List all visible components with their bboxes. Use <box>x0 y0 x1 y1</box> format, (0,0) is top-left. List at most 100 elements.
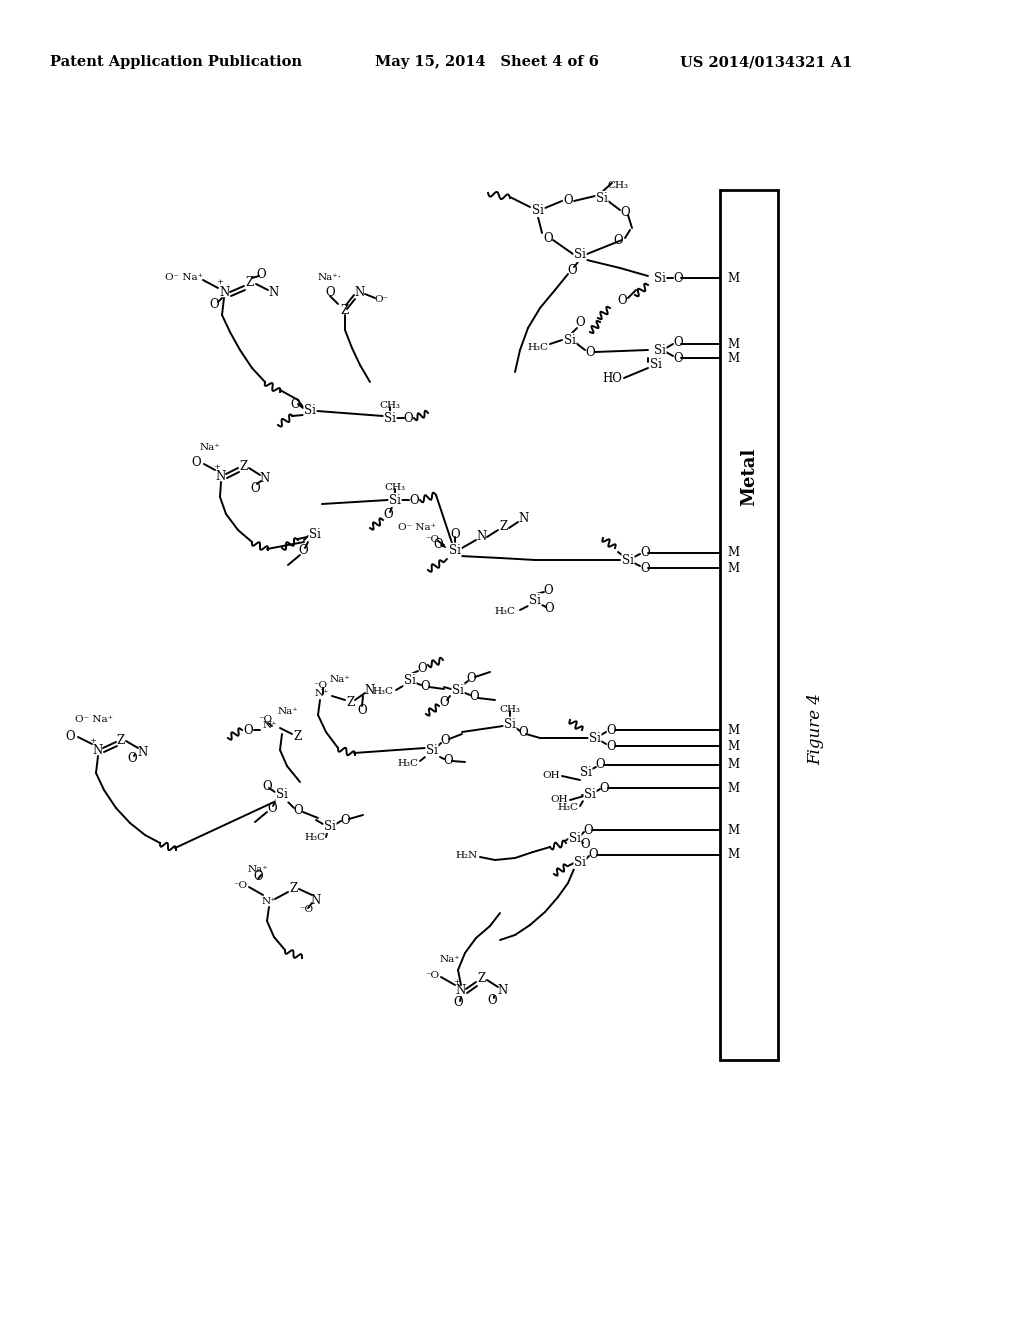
Text: O: O <box>439 696 449 709</box>
Text: O⁻: O⁻ <box>374 296 388 305</box>
Text: O: O <box>250 482 260 495</box>
Text: O: O <box>543 231 553 244</box>
Text: O: O <box>469 690 479 704</box>
Text: N: N <box>498 985 508 998</box>
Text: Z: Z <box>246 276 254 289</box>
Text: O: O <box>543 583 553 597</box>
Text: Si: Si <box>574 855 586 869</box>
Text: O: O <box>326 285 335 298</box>
Text: O: O <box>621 206 630 219</box>
Text: Z: Z <box>294 730 302 743</box>
Text: Na⁺: Na⁺ <box>200 444 220 453</box>
Text: H₃C: H₃C <box>557 804 578 813</box>
Text: O: O <box>588 849 598 862</box>
Text: Si: Si <box>650 359 662 371</box>
Text: O: O <box>290 397 300 411</box>
Text: N: N <box>365 684 375 697</box>
Text: Si: Si <box>574 248 586 261</box>
Text: O: O <box>673 335 683 348</box>
Text: Z: Z <box>341 304 349 317</box>
Text: O: O <box>606 739 615 752</box>
Text: Si: Si <box>532 203 544 216</box>
Text: Z: Z <box>290 882 298 895</box>
Text: +: + <box>454 978 461 986</box>
Text: O: O <box>567 264 577 276</box>
Text: M: M <box>727 351 739 364</box>
Text: N: N <box>138 746 148 759</box>
Text: H₃C: H₃C <box>494 607 515 616</box>
Text: Si: Si <box>324 820 336 833</box>
Text: O: O <box>420 680 430 693</box>
Text: +: + <box>216 279 223 286</box>
Text: O: O <box>410 494 419 507</box>
Text: N: N <box>519 512 529 525</box>
Text: ⁻O: ⁻O <box>232 880 247 890</box>
Text: Si: Si <box>529 594 541 606</box>
Text: Figure 4: Figure 4 <box>808 693 824 766</box>
Text: O: O <box>440 734 450 747</box>
Text: O: O <box>209 297 219 310</box>
Text: O: O <box>451 528 460 541</box>
Text: Si: Si <box>276 788 288 801</box>
Text: O: O <box>640 561 650 574</box>
Text: ⁻O: ⁻O <box>299 906 313 915</box>
Text: Si: Si <box>450 544 461 557</box>
Text: O: O <box>640 546 650 560</box>
Text: Z: Z <box>347 697 355 710</box>
Text: O: O <box>581 838 590 851</box>
Text: O: O <box>544 602 554 615</box>
Text: H₃C: H₃C <box>527 343 548 352</box>
Text: Si: Si <box>584 788 596 800</box>
Text: M: M <box>727 781 739 795</box>
Text: M: M <box>727 759 739 771</box>
Text: Na⁺: Na⁺ <box>278 708 298 717</box>
Text: O: O <box>383 507 393 520</box>
Text: M: M <box>727 849 739 862</box>
Text: Si: Si <box>589 731 601 744</box>
Text: N: N <box>216 470 226 483</box>
Text: +: + <box>89 737 96 744</box>
Text: CH₃: CH₃ <box>607 181 629 190</box>
Text: O: O <box>443 754 453 767</box>
Text: O: O <box>403 412 413 425</box>
Text: O: O <box>243 723 253 737</box>
Text: O: O <box>487 994 497 1006</box>
Text: Z: Z <box>117 734 125 747</box>
Text: Na⁺·: Na⁺· <box>318 273 342 282</box>
Bar <box>720 190 778 1060</box>
Text: O: O <box>599 781 609 795</box>
Text: OH: OH <box>543 771 560 780</box>
Text: Na⁺: Na⁺ <box>248 866 268 874</box>
Text: O: O <box>575 317 585 330</box>
Text: Metal: Metal <box>740 447 758 507</box>
Text: CH₃: CH₃ <box>380 401 400 411</box>
Text: +: + <box>214 463 220 471</box>
Text: N: N <box>311 894 322 907</box>
Text: O: O <box>595 759 605 771</box>
Text: ⁻O: ⁻O <box>258 715 272 725</box>
Text: Si: Si <box>504 718 516 731</box>
Text: O: O <box>256 268 266 281</box>
Text: Si: Si <box>564 334 575 346</box>
Text: Z: Z <box>240 459 248 473</box>
Text: Na⁺: Na⁺ <box>439 956 461 965</box>
Text: N⁺: N⁺ <box>263 722 278 730</box>
Text: N⁺: N⁺ <box>314 689 330 698</box>
Text: O: O <box>357 704 367 717</box>
Text: O: O <box>127 751 137 764</box>
Text: M: M <box>727 739 739 752</box>
Text: O: O <box>253 870 263 883</box>
Text: N: N <box>260 473 270 486</box>
Text: Si: Si <box>384 412 396 425</box>
Text: M: M <box>727 824 739 837</box>
Text: Si: Si <box>654 343 666 356</box>
Text: Si: Si <box>654 272 666 285</box>
Text: O: O <box>433 537 442 550</box>
Text: Si: Si <box>309 528 321 541</box>
Text: Si: Si <box>596 191 608 205</box>
Text: O: O <box>293 804 303 817</box>
Text: ⁻O: ⁻O <box>425 536 439 544</box>
Text: Z: Z <box>500 520 508 533</box>
Text: Z: Z <box>478 973 486 986</box>
Text: O: O <box>613 234 623 247</box>
